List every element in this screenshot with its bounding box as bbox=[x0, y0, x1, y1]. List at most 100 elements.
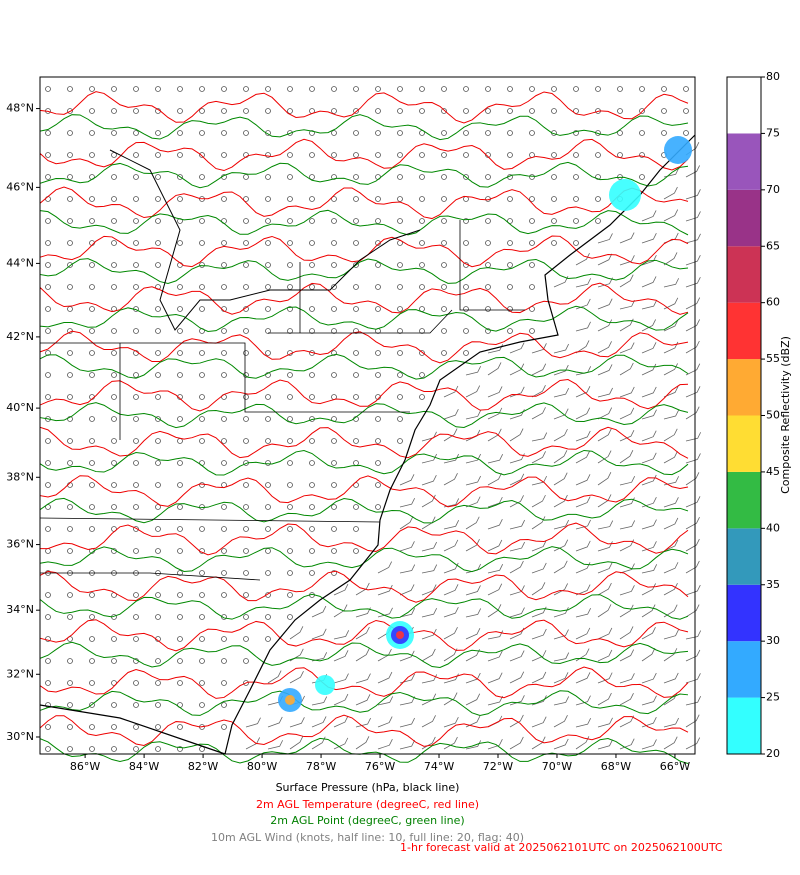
station-symbol bbox=[67, 438, 73, 444]
station-symbol bbox=[111, 658, 117, 664]
map-figure: Composite Reflectivity (dBZ) 86°W 84°W 82°… bbox=[6, 70, 792, 773]
wind-barb bbox=[377, 696, 394, 706]
wind-barb bbox=[685, 496, 701, 508]
wind-barb bbox=[575, 717, 592, 728]
station-symbol bbox=[485, 284, 491, 290]
station-symbol bbox=[287, 592, 293, 598]
station-symbol bbox=[309, 218, 315, 224]
wind-barb bbox=[685, 276, 701, 288]
station-symbol bbox=[243, 218, 249, 224]
station-symbol bbox=[529, 196, 535, 202]
wind-barb bbox=[597, 364, 613, 376]
station-symbol bbox=[375, 504, 381, 510]
station-symbol bbox=[375, 416, 381, 422]
wind-barb bbox=[443, 453, 460, 464]
station-symbol bbox=[177, 592, 183, 598]
wind-barb bbox=[333, 630, 350, 640]
wind-barb bbox=[487, 386, 503, 398]
station-symbol bbox=[45, 240, 51, 246]
station-symbol bbox=[177, 240, 183, 246]
station-symbol bbox=[67, 548, 73, 554]
wind-barb bbox=[575, 298, 591, 310]
station-symbol bbox=[111, 218, 117, 224]
wind-barb bbox=[575, 278, 592, 288]
contour bbox=[39, 714, 689, 747]
station-symbol bbox=[155, 438, 161, 444]
station-symbol bbox=[177, 570, 183, 576]
station-symbol bbox=[287, 372, 293, 378]
station-symbol bbox=[45, 174, 51, 180]
wind-barb bbox=[311, 628, 327, 640]
x-tick-label: 82°W bbox=[188, 760, 218, 773]
station-symbol bbox=[67, 284, 73, 290]
station-symbol bbox=[111, 284, 117, 290]
wind-barb bbox=[553, 343, 569, 354]
station-symbol bbox=[529, 240, 535, 246]
station-symbol bbox=[265, 218, 271, 224]
station-symbol bbox=[243, 174, 249, 180]
wind-barb bbox=[685, 538, 700, 552]
wind-barb bbox=[355, 673, 371, 684]
wind-barb bbox=[641, 626, 656, 640]
station-symbol bbox=[89, 614, 95, 620]
station-symbol bbox=[441, 284, 447, 290]
station-symbol bbox=[309, 86, 315, 92]
contour bbox=[39, 378, 689, 412]
station-symbol bbox=[507, 152, 513, 158]
wind-barb bbox=[641, 300, 658, 310]
station-symbol bbox=[177, 438, 183, 444]
station-symbol bbox=[353, 350, 359, 356]
station-symbol bbox=[573, 152, 579, 158]
station-symbol bbox=[573, 174, 579, 180]
station-symbol bbox=[67, 746, 73, 752]
station-symbol bbox=[265, 174, 271, 180]
station-symbol bbox=[177, 680, 183, 686]
station-symbol bbox=[265, 196, 271, 202]
station-symbol bbox=[133, 746, 139, 752]
station-symbol bbox=[89, 702, 95, 708]
station-symbol bbox=[309, 526, 315, 532]
station-symbol bbox=[397, 438, 403, 444]
station-symbol bbox=[89, 108, 95, 114]
station-symbol bbox=[67, 504, 73, 510]
station-symbol bbox=[331, 372, 337, 378]
station-symbol bbox=[265, 394, 271, 400]
station-symbol bbox=[177, 504, 183, 510]
station-symbol bbox=[529, 86, 535, 92]
station-symbol bbox=[441, 262, 447, 268]
station-symbol bbox=[45, 658, 51, 664]
x-tick-label: 74°W bbox=[424, 760, 454, 773]
station-symbol bbox=[89, 350, 95, 356]
station-symbol bbox=[155, 592, 161, 598]
y-tick-label: 38°N bbox=[6, 470, 34, 483]
wind-barb bbox=[465, 516, 480, 530]
wind-barb bbox=[663, 252, 678, 266]
wind-barb bbox=[619, 407, 635, 420]
wind-barb bbox=[487, 539, 503, 552]
colorbar-bin bbox=[727, 133, 761, 190]
station-symbol bbox=[287, 526, 293, 532]
station-symbol bbox=[111, 394, 117, 400]
station-symbol bbox=[353, 306, 359, 312]
station-symbol bbox=[243, 504, 249, 510]
wind-barb bbox=[509, 695, 525, 706]
wind-barb bbox=[641, 519, 657, 530]
station-symbol bbox=[133, 636, 139, 642]
station-symbol bbox=[309, 372, 315, 378]
station-symbol bbox=[221, 636, 227, 642]
wind-barb bbox=[685, 560, 700, 574]
wind-barb bbox=[685, 386, 701, 398]
colorbar-tick-label: 60 bbox=[766, 296, 780, 309]
contour bbox=[39, 449, 689, 476]
station-symbol bbox=[243, 416, 249, 422]
wind-barb bbox=[641, 497, 657, 508]
station-symbol bbox=[551, 108, 557, 114]
station-symbol bbox=[441, 350, 447, 356]
station-symbol bbox=[463, 152, 469, 158]
station-symbol bbox=[155, 416, 161, 422]
station-symbol bbox=[199, 86, 205, 92]
wind-barb bbox=[421, 584, 437, 596]
wind-barb bbox=[377, 584, 393, 596]
station-symbol bbox=[155, 702, 161, 708]
